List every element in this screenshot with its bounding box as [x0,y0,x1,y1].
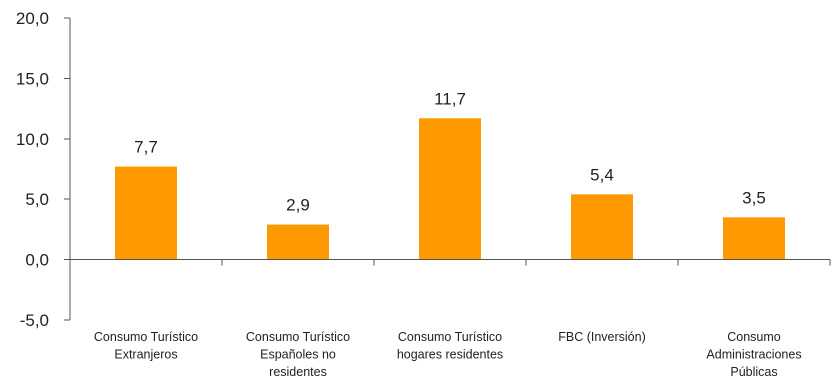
bar [115,166,177,260]
data-labels: 7,7 2,9 11,7 5,4 3,5 [134,89,766,214]
y-tick-label: -5,0 [20,311,49,330]
bar [571,194,633,260]
y-axis: 20,0 15,0 10,0 5,0 0,0 -5,0 [16,9,71,330]
bar [723,217,785,260]
y-tick-label: 5,0 [25,190,49,209]
data-label: 7,7 [134,138,158,157]
bar [419,118,481,260]
x-tick-label: Consumo Turístico hogares residentes [397,330,503,362]
category-labels: Consumo Turístico Extranjeros Consumo Turí… [94,330,802,379]
y-tick-label: 15,0 [16,69,49,88]
x-axis [69,259,831,266]
x-tick-label: Consumo Administraciones Públicas [706,330,801,379]
y-tick-label: 0,0 [25,251,49,270]
x-tick-label: Consumo Turístico Extranjeros [94,330,198,362]
data-label: 11,7 [434,89,466,108]
x-tick-label: Consumo Turístico Españoles no residentes [246,330,350,379]
data-label: 3,5 [742,188,766,207]
y-tick-label: 10,0 [16,130,49,149]
bars [115,118,785,260]
bar [267,224,329,260]
data-label: 2,9 [286,196,310,215]
y-tick-label: 20,0 [16,9,49,28]
x-tick-label: FBC (Inversión) [558,330,646,344]
data-label: 5,4 [590,165,614,184]
